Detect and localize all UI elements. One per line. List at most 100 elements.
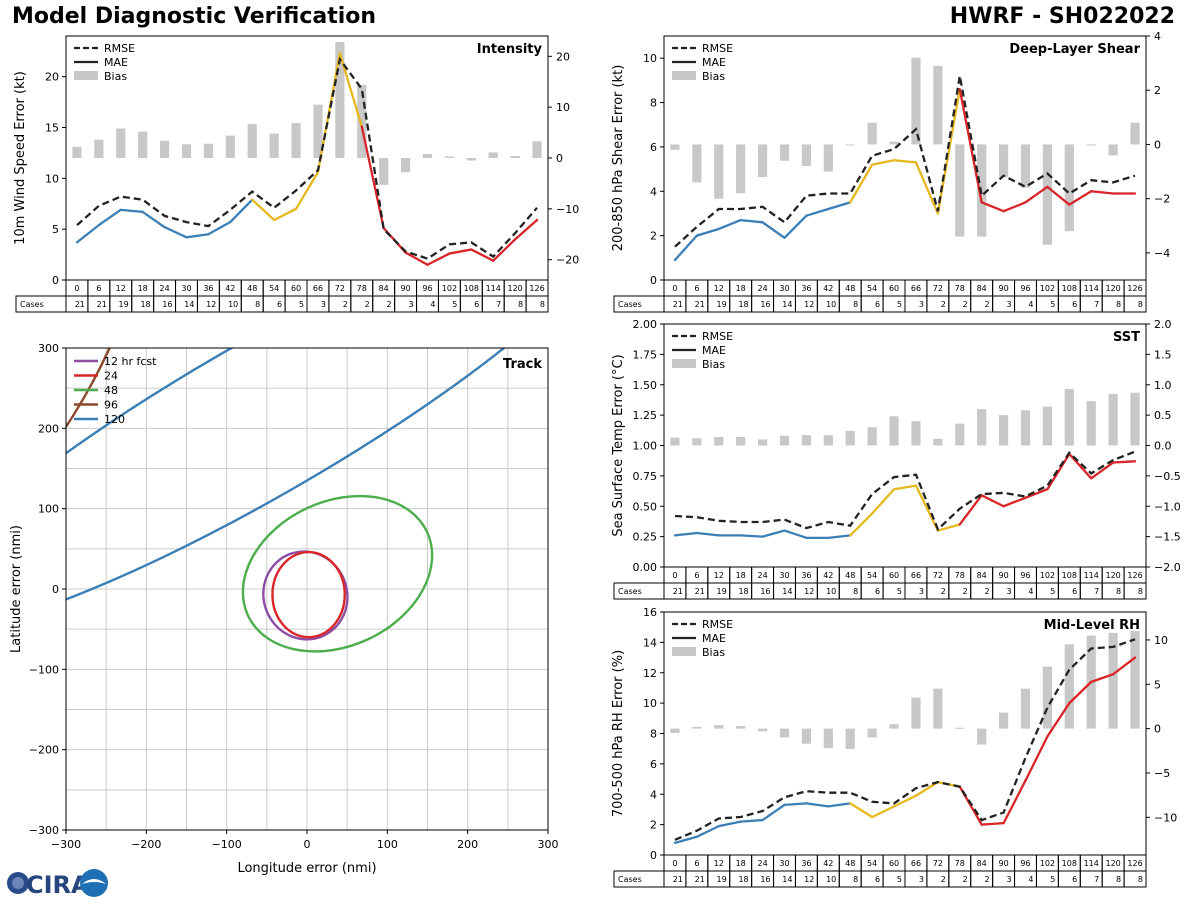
legend-label: 12 hr fcst bbox=[104, 355, 157, 368]
bias-bar bbox=[1108, 144, 1118, 156]
bias-bar bbox=[955, 423, 965, 446]
hour-label: 42 bbox=[823, 284, 833, 293]
mae-segment bbox=[958, 88, 983, 204]
hour-label: 108 bbox=[1062, 859, 1077, 868]
hour-label: 30 bbox=[779, 284, 789, 293]
bias-bar bbox=[867, 427, 877, 446]
legend-label: 24 bbox=[104, 370, 118, 383]
cases-label: Cases bbox=[618, 875, 642, 884]
bias-bar bbox=[692, 438, 702, 446]
legend-bias-label: Bias bbox=[702, 646, 725, 659]
mae-segment bbox=[849, 163, 874, 204]
hour-label: 6 bbox=[694, 571, 699, 580]
hour-label: 108 bbox=[464, 284, 479, 293]
rmse-line bbox=[674, 638, 1136, 841]
hour-label: 90 bbox=[998, 859, 1008, 868]
chart-title: Intensity bbox=[477, 42, 543, 57]
case-count: 6 bbox=[277, 300, 282, 309]
hour-label: 90 bbox=[998, 284, 1008, 293]
hour-label: 78 bbox=[955, 284, 965, 293]
case-count: 2 bbox=[941, 875, 946, 884]
y-tick-label: 200 bbox=[38, 422, 59, 435]
bias-bar bbox=[757, 439, 768, 446]
y-tick-label: 15 bbox=[45, 122, 59, 135]
legend-bias-label: Bias bbox=[104, 70, 127, 83]
legend-mae-label: MAE bbox=[702, 56, 726, 69]
track-ellipse bbox=[241, 494, 434, 653]
case-count: 3 bbox=[1006, 875, 1011, 884]
y-tick-label: 1.25 bbox=[633, 409, 658, 422]
hour-label: 42 bbox=[823, 571, 833, 580]
case-count: 8 bbox=[255, 300, 260, 309]
case-count: 2 bbox=[985, 875, 990, 884]
hour-label: 114 bbox=[1084, 859, 1099, 868]
hour-label: 126 bbox=[529, 284, 544, 293]
bias-bar bbox=[670, 437, 680, 446]
cases-label: Cases bbox=[618, 300, 642, 309]
y-tick-label: 8 bbox=[650, 728, 657, 741]
mae-segment bbox=[827, 201, 852, 211]
hour-label: 102 bbox=[1040, 284, 1055, 293]
case-count: 2 bbox=[387, 300, 392, 309]
y-tick-label: 4 bbox=[650, 788, 657, 801]
case-count: 16 bbox=[760, 300, 770, 309]
case-count: 21 bbox=[673, 300, 683, 309]
case-count: 10 bbox=[826, 300, 836, 309]
bias-bar bbox=[1086, 144, 1096, 146]
hour-label: 114 bbox=[1084, 571, 1099, 580]
chart-title: SST bbox=[1113, 330, 1140, 345]
bias-bar bbox=[714, 725, 724, 729]
y-tick-label: 10 bbox=[643, 52, 657, 65]
hour-label: 96 bbox=[1020, 284, 1030, 293]
case-count: 5 bbox=[897, 875, 902, 884]
case-cell bbox=[1123, 870, 1147, 888]
y2-tick-label: 2.0 bbox=[1154, 318, 1172, 331]
bias-bar bbox=[670, 144, 680, 150]
mae-segment bbox=[1024, 488, 1049, 499]
case-count: 7 bbox=[1094, 300, 1099, 309]
hour-label: 108 bbox=[1062, 571, 1077, 580]
case-count: 12 bbox=[206, 300, 216, 309]
hour-label: 54 bbox=[867, 284, 877, 293]
y-tick-label: 0 bbox=[650, 849, 657, 862]
bias-bar bbox=[1130, 392, 1140, 446]
mae-segment bbox=[673, 835, 699, 844]
case-count: 6 bbox=[1072, 875, 1077, 884]
bias-bar bbox=[1108, 632, 1118, 729]
x-tick-label: 200 bbox=[457, 838, 478, 851]
case-count: 5 bbox=[452, 300, 457, 309]
hour-label: 114 bbox=[486, 284, 501, 293]
y2-tick-label: 5 bbox=[1154, 678, 1161, 691]
legend-rmse-label: RMSE bbox=[702, 618, 733, 631]
y-axis-label: 700-500 hPa RH Error (%) bbox=[611, 650, 626, 817]
case-count: 3 bbox=[919, 300, 924, 309]
mae-segment bbox=[673, 531, 699, 537]
mae-segment bbox=[272, 207, 298, 222]
y-axis-label: Latitude error (nmi) bbox=[9, 525, 24, 653]
bias-bar bbox=[889, 724, 899, 729]
case-count: 7 bbox=[496, 300, 501, 309]
bias-bar bbox=[225, 135, 235, 158]
track-ellipse bbox=[262, 550, 349, 641]
hour-label: 12 bbox=[714, 859, 724, 868]
case-count: 6 bbox=[474, 300, 479, 309]
y2-tick-label: −2.0 bbox=[1154, 561, 1181, 574]
mae-segment bbox=[870, 488, 896, 515]
hour-label: 90 bbox=[998, 571, 1008, 580]
mae-segment bbox=[251, 198, 276, 222]
y2-tick-label: 1.5 bbox=[1154, 348, 1172, 361]
y-tick-label: 0 bbox=[52, 274, 59, 287]
bias-bar bbox=[1042, 666, 1053, 729]
bias-bar bbox=[72, 146, 82, 158]
hour-label: 66 bbox=[911, 571, 921, 580]
bias-bar bbox=[779, 435, 790, 446]
bias-bar bbox=[845, 144, 855, 146]
mae-segment bbox=[470, 248, 495, 262]
legend-bias-label: Bias bbox=[702, 70, 725, 83]
case-count: 2 bbox=[963, 875, 968, 884]
bias-bar bbox=[181, 144, 192, 158]
mae-segment bbox=[914, 780, 940, 797]
case-count: 2 bbox=[963, 300, 968, 309]
mae-segment bbox=[914, 161, 940, 215]
case-count: 3 bbox=[919, 587, 924, 596]
